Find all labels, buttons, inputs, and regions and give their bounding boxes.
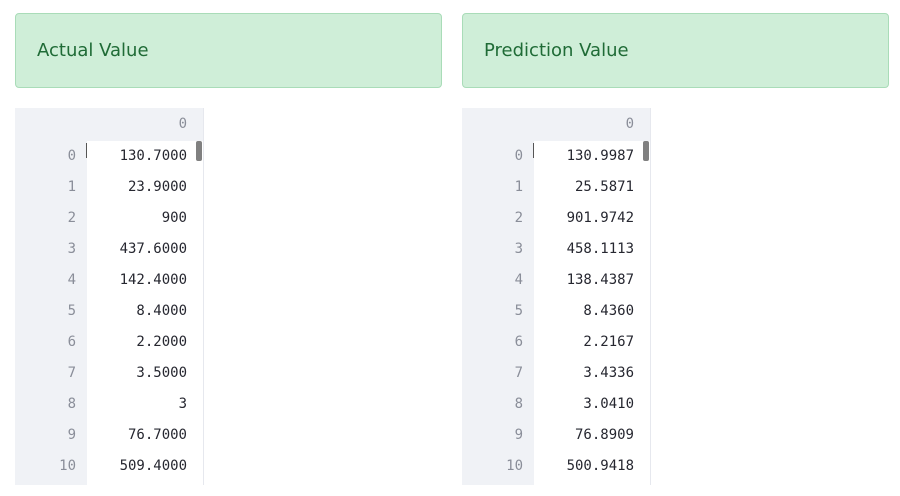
- text-cursor: [533, 143, 534, 158]
- cell-value[interactable]: 3.0410: [583, 396, 634, 412]
- row-index: 0: [67, 148, 76, 164]
- alert-text: Actual Value: [37, 40, 149, 61]
- table-row[interactable]: 10 509.4000: [15, 451, 204, 482]
- cell-value[interactable]: 458.1113: [566, 241, 634, 257]
- table-row[interactable]: 8 3.0410: [462, 389, 651, 420]
- cell-value[interactable]: 500.9418: [566, 458, 634, 474]
- row-index: 2: [514, 210, 523, 226]
- cell-value[interactable]: 8.4360: [583, 303, 634, 319]
- dataframe-index-column: [462, 108, 534, 485]
- row-index: 3: [514, 241, 523, 257]
- dataframe-border: [203, 108, 204, 485]
- table-row[interactable]: 3 458.1113: [462, 234, 651, 265]
- table-row[interactable]: 7 3.5000: [15, 358, 204, 389]
- cell-value[interactable]: 3.4336: [583, 365, 634, 381]
- row-index: 9: [67, 427, 76, 443]
- column-header[interactable]: 0: [178, 116, 187, 132]
- cell-value[interactable]: 130.7000: [119, 148, 187, 164]
- table-row[interactable]: 3 437.6000: [15, 234, 204, 265]
- cell-value[interactable]: 8.4000: [136, 303, 187, 319]
- row-index: 7: [514, 365, 523, 381]
- row-index: 5: [67, 303, 76, 319]
- cell-value[interactable]: 509.4000: [119, 458, 187, 474]
- row-index: 0: [514, 148, 523, 164]
- cell-value[interactable]: 76.7000: [127, 427, 187, 443]
- cell-value[interactable]: 3: [178, 396, 187, 412]
- row-index: 8: [67, 396, 76, 412]
- alert-text: Prediction Value: [484, 40, 629, 61]
- cell-value[interactable]: 437.6000: [119, 241, 187, 257]
- table-row[interactable]: 9 76.8909: [462, 420, 651, 451]
- dataframe-border: [650, 108, 651, 485]
- prediction-column: Prediction Value 0 0 130.9987 1 25.5871 2 901…: [462, 13, 889, 485]
- cell-value[interactable]: 901.9742: [566, 210, 634, 226]
- row-index: 6: [514, 334, 523, 350]
- row-index: 8: [514, 396, 523, 412]
- row-index: 10: [59, 458, 76, 474]
- text-cursor: [86, 143, 87, 158]
- table-row[interactable]: 10 500.9418: [462, 451, 651, 482]
- table-row[interactable]: 2 901.9742: [462, 203, 651, 234]
- cell-value[interactable]: 900: [161, 210, 187, 226]
- row-index: 3: [67, 241, 76, 257]
- cell-value[interactable]: 142.4000: [119, 272, 187, 288]
- cell-value[interactable]: 130.9987: [566, 148, 634, 164]
- row-index: 5: [514, 303, 523, 319]
- row-index: 1: [514, 179, 523, 195]
- table-row[interactable]: 9 76.7000: [15, 420, 204, 451]
- table-row[interactable]: 1 25.5871: [462, 172, 651, 203]
- scrollbar-thumb[interactable]: [643, 141, 649, 161]
- cell-value[interactable]: 76.8909: [574, 427, 634, 443]
- cell-value[interactable]: 23.9000: [127, 179, 187, 195]
- prediction-value-alert: Prediction Value: [462, 13, 889, 88]
- prediction-dataframe[interactable]: 0 0 130.9987 1 25.5871 2 901.9742 3 458.1113 4 13…: [462, 108, 651, 485]
- cell-value[interactable]: 138.4387: [566, 272, 634, 288]
- row-index: 2: [67, 210, 76, 226]
- row-index: 4: [514, 272, 523, 288]
- cell-value[interactable]: 25.5871: [574, 179, 634, 195]
- cell-value[interactable]: 3.5000: [136, 365, 187, 381]
- table-row[interactable]: 0 130.9987: [462, 141, 651, 172]
- row-index: 6: [67, 334, 76, 350]
- table-row[interactable]: 7 3.4336: [462, 358, 651, 389]
- row-index: 4: [67, 272, 76, 288]
- table-row[interactable]: 1 23.9000: [15, 172, 204, 203]
- scrollbar-thumb[interactable]: [196, 141, 202, 161]
- table-row[interactable]: 4 138.4387: [462, 265, 651, 296]
- dataframe-index-column: [15, 108, 87, 485]
- row-index: 7: [67, 365, 76, 381]
- column-header[interactable]: 0: [625, 116, 634, 132]
- table-row[interactable]: 6 2.2167: [462, 327, 651, 358]
- table-row[interactable]: 4 142.4000: [15, 265, 204, 296]
- actual-value-alert: Actual Value: [15, 13, 442, 88]
- table-row[interactable]: 6 2.2000: [15, 327, 204, 358]
- actual-column: Actual Value 0 0 130.7000 1 23.9000 2 900 3 437…: [15, 13, 442, 485]
- table-row[interactable]: 5 8.4360: [462, 296, 651, 327]
- row-index: 10: [506, 458, 523, 474]
- row-index: 1: [67, 179, 76, 195]
- cell-value[interactable]: 2.2167: [583, 334, 634, 350]
- table-row[interactable]: 0 130.7000: [15, 141, 204, 172]
- actual-dataframe[interactable]: 0 0 130.7000 1 23.9000 2 900 3 437.6000 4 142.400…: [15, 108, 204, 485]
- row-index: 9: [514, 427, 523, 443]
- table-row[interactable]: 5 8.4000: [15, 296, 204, 327]
- cell-value[interactable]: 2.2000: [136, 334, 187, 350]
- table-row[interactable]: 2 900: [15, 203, 204, 234]
